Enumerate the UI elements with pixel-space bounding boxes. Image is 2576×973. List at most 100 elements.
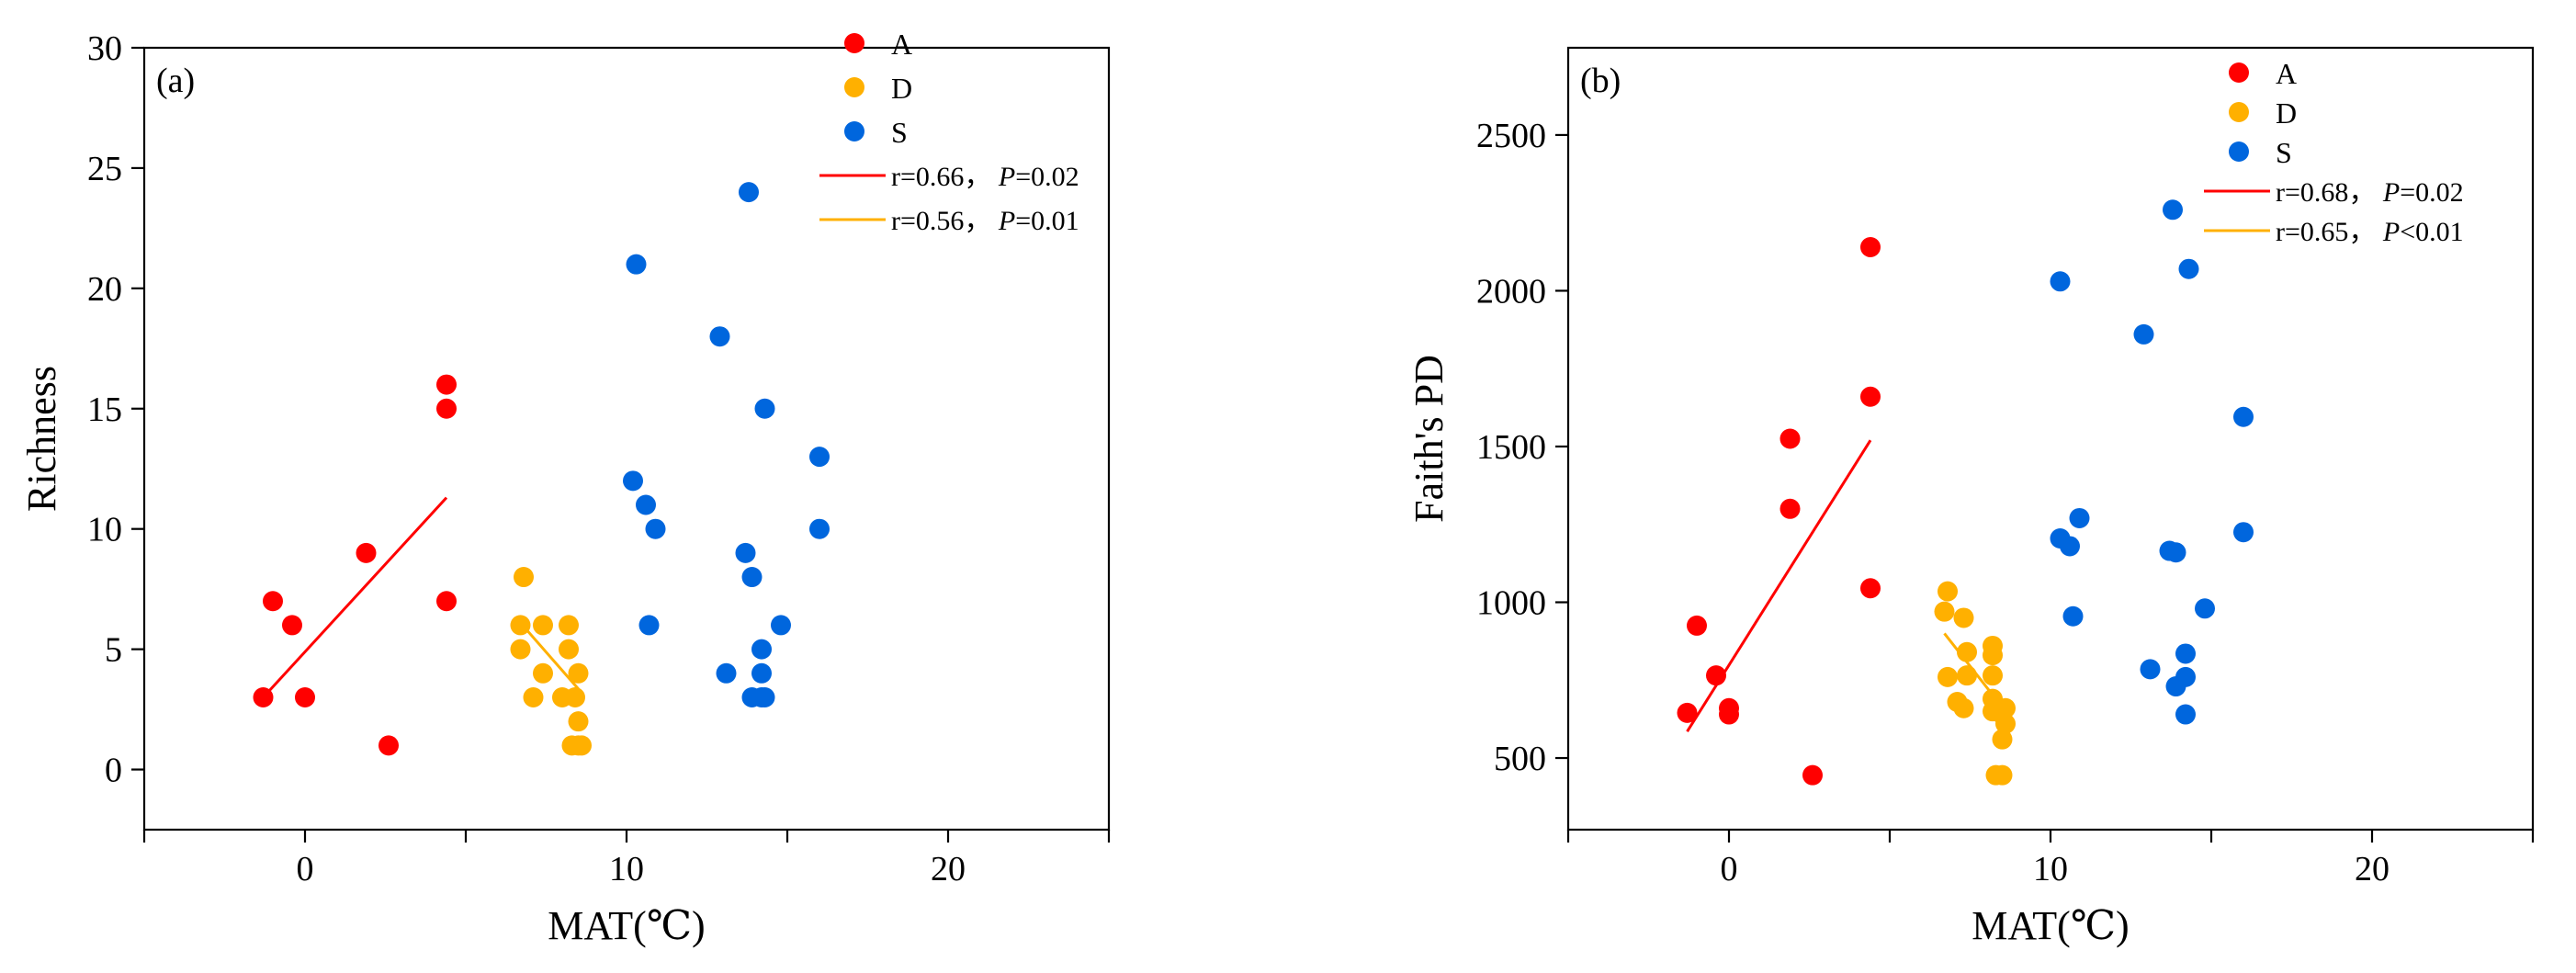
- point-a-b: [1677, 702, 1698, 723]
- x-axis-label-b: MAT(℃): [1972, 903, 2129, 948]
- point-s-a: [754, 398, 775, 419]
- y-axis-label-b: Faith's PD: [1407, 355, 1452, 523]
- y-tick-label-b: 500: [1494, 740, 1546, 778]
- point-a-a: [263, 591, 283, 612]
- point-d-b: [1957, 665, 1977, 686]
- point-s-a: [809, 447, 830, 468]
- point-a-b: [1687, 615, 1707, 636]
- fit-lines-a: [262, 496, 583, 698]
- point-d-a: [533, 662, 553, 684]
- point-s-a: [741, 567, 763, 588]
- point-s-a: [754, 686, 775, 707]
- axis-ticks-a: 0 10 20 0 5 10 15 20 25 30: [87, 29, 1111, 888]
- point-s-b: [2062, 605, 2084, 627]
- y-tick-label-a: 30: [87, 29, 122, 68]
- point-d-a: [568, 662, 589, 684]
- point-d-a: [514, 567, 534, 588]
- legend-label-s-b: S: [2276, 136, 2292, 169]
- panel-a: (a) MAT(℃) Richness 0 10 20 0 5 10 15 20 25 30 AD…: [19, 28, 1111, 948]
- point-s-b: [2175, 666, 2196, 687]
- point-a-b: [1860, 386, 1881, 407]
- legend-label-d-b: D: [2276, 96, 2297, 130]
- point-a-b: [1719, 704, 1739, 725]
- point-d-b: [1938, 666, 1958, 687]
- point-s-a: [623, 470, 643, 492]
- axis-ticks-b: 0 10 20 500 1000 1500 2000 2500: [1476, 117, 2535, 888]
- point-a-a: [436, 591, 457, 612]
- y-tick-label-b: 2000: [1476, 272, 1546, 311]
- x-tick-label-a: 20: [931, 850, 966, 888]
- point-s-a: [626, 254, 647, 275]
- legend-label-s-a: S: [891, 116, 908, 149]
- point-s-a: [636, 494, 656, 515]
- legend-label-a-b: A: [2276, 57, 2297, 90]
- point-s-b: [2140, 659, 2161, 680]
- point-s-a: [739, 182, 759, 203]
- y-tick-label-a: 20: [87, 270, 122, 309]
- y-tick-label-a: 5: [105, 631, 122, 670]
- x-axis-label-a: MAT(℃): [548, 903, 705, 948]
- legend-fit-label-a: r=0.66， P=0.02: [891, 162, 1079, 192]
- point-d-a: [571, 735, 592, 756]
- point-s-a: [638, 615, 660, 636]
- point-s-a: [735, 542, 756, 563]
- point-d-b: [1957, 641, 1977, 662]
- point-d-b: [1953, 697, 1974, 718]
- y-tick-label-b: 2500: [1476, 117, 1546, 155]
- point-a-a: [436, 374, 457, 395]
- y-tick-label-b: 1500: [1476, 428, 1546, 467]
- point-d-b: [1953, 607, 1974, 628]
- point-s-a: [751, 639, 772, 660]
- point-a-a: [253, 686, 274, 707]
- legend-fit-label-b: r=0.65， P<0.01: [2276, 217, 2464, 247]
- point-d-a: [568, 711, 589, 732]
- point-d-b: [1992, 729, 2013, 750]
- point-d-a: [559, 615, 579, 636]
- point-s-a: [809, 518, 830, 539]
- legend-label-a-a: A: [891, 28, 912, 61]
- point-s-b: [2175, 704, 2196, 725]
- point-s-b: [2133, 323, 2154, 345]
- fit-lines-b: [1686, 439, 2007, 733]
- point-a-b: [1706, 665, 1726, 686]
- point-s-b: [2233, 406, 2254, 427]
- data-points-a: [253, 182, 830, 756]
- point-d-a: [559, 639, 579, 660]
- point-a-a: [378, 735, 399, 756]
- fit-line-a: [262, 496, 448, 698]
- point-s-b: [2195, 598, 2215, 619]
- point-d-b: [1992, 764, 2013, 786]
- point-d-a: [533, 615, 553, 636]
- y-tick-label-a: 15: [87, 390, 122, 429]
- point-s-b: [2165, 542, 2186, 563]
- point-s-b: [2175, 643, 2196, 664]
- panel-b: (b) MAT(℃) Faith's PD 0 10 20 500 1000 1500 20…: [1407, 46, 2535, 948]
- point-d-b: [1983, 665, 2003, 686]
- point-s-a: [645, 518, 666, 539]
- point-d-a: [510, 615, 531, 636]
- legend-marker-s-a: [844, 121, 864, 141]
- x-tick-label-b: 10: [2033, 850, 2068, 888]
- point-s-b: [2069, 507, 2090, 528]
- x-tick-label-a: 0: [297, 850, 314, 888]
- legend-marker-a-b: [2229, 62, 2249, 83]
- plot-frame-b: [1566, 46, 2535, 832]
- y-tick-label-b: 1000: [1476, 583, 1546, 622]
- point-a-b: [1779, 498, 1801, 519]
- point-s-b: [2178, 258, 2199, 279]
- legend-marker-d-b: [2229, 102, 2249, 122]
- legend-fit-label-b: r=0.68， P=0.02: [2276, 177, 2464, 208]
- point-a-a: [295, 686, 315, 707]
- point-d-b: [1995, 713, 2016, 734]
- y-axis-label-a: Richness: [19, 366, 64, 512]
- point-a-b: [1860, 578, 1881, 599]
- point-d-a: [523, 686, 544, 707]
- y-tick-label-a: 0: [105, 752, 122, 790]
- y-tick-label-a: 10: [87, 511, 122, 549]
- point-a-b: [1779, 428, 1801, 449]
- point-a-b: [1802, 764, 1823, 786]
- x-tick-label-b: 20: [2355, 850, 2390, 888]
- legend-label-d-a: D: [891, 72, 912, 105]
